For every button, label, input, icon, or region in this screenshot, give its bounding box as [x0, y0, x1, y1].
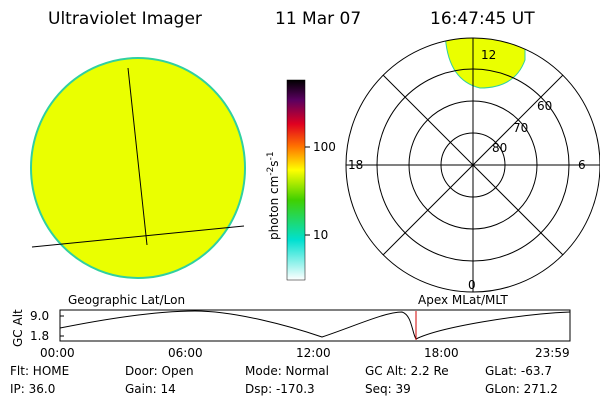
mlt-label: 0: [468, 278, 476, 292]
time-tick: 00:00: [40, 346, 75, 360]
status-field: Flt: HOME: [10, 364, 69, 378]
status-field: Dsp: -170.3: [245, 382, 315, 396]
colorbar-tick: 10: [313, 228, 328, 242]
alt-tick: 1.8: [30, 329, 49, 343]
status-field: Seq: 39: [365, 382, 411, 396]
status-field: Door: Open: [125, 364, 194, 378]
mlt-label: 6: [578, 158, 586, 172]
time-tick: 12:00: [296, 346, 331, 360]
colorbar-tick: 100: [313, 140, 336, 154]
exponent: -2: [266, 167, 276, 176]
time-tick: 23:59: [535, 346, 570, 360]
apex-label: Apex MLat/MLT: [418, 293, 508, 307]
time-tick: 18:00: [424, 346, 459, 360]
mlt-label: 12: [481, 48, 496, 62]
alt-axis-label: GC Alt: [11, 309, 25, 347]
exponent: -1: [266, 151, 276, 160]
status-field: Gain: 14: [125, 382, 176, 396]
time-tick: 06:00: [168, 346, 203, 360]
lat-label: 60: [537, 99, 552, 113]
mlt-label: 18: [348, 158, 363, 172]
lat-label: 80: [492, 141, 507, 155]
status-field: GLat: -63.7: [485, 364, 552, 378]
polar-plot: [345, 37, 600, 293]
status-field: Mode: Normal: [245, 364, 329, 378]
lat-label: 70: [513, 121, 528, 135]
colorbar-label: photon cm-2s-1: [266, 151, 281, 240]
unit: s: [267, 160, 281, 166]
geo-label: Geographic Lat/Lon: [68, 293, 185, 307]
geo-image: [30, 57, 246, 279]
date: 11 Mar 07: [275, 9, 361, 29]
title: Ultraviolet Imager: [48, 9, 202, 29]
unit: photon cm: [267, 176, 281, 240]
status-field: IP: 36.0: [10, 382, 55, 396]
altitude-panel: [59, 309, 571, 342]
alt-tick: 9.0: [30, 309, 49, 323]
colorbar: 100 10 photon cm-2s-1: [266, 79, 336, 281]
status-field: GLon: 271.2: [485, 382, 558, 396]
status-field: GC Alt: 2.2 Re: [365, 364, 449, 378]
time: 16:47:45 UT: [430, 9, 535, 29]
